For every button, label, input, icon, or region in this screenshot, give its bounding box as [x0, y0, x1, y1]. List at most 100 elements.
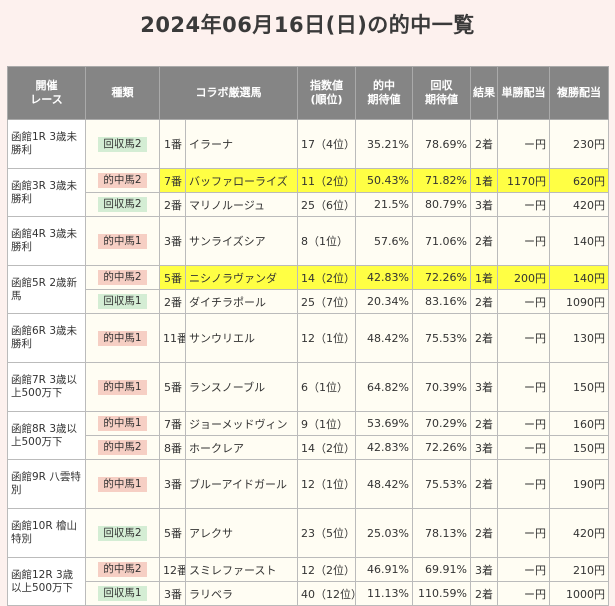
win-payout-cell: ー円 — [497, 411, 550, 436]
place-payout-cell: 620円 — [549, 168, 609, 193]
horse-name-cell[interactable]: イラーナ — [185, 119, 298, 169]
horse-number-cell: 5番 — [159, 362, 186, 412]
return-expectation-cell: 70.39% — [412, 362, 471, 412]
horse-name-cell[interactable]: スミレファースト — [185, 557, 298, 582]
table-row: 函館4R 3歳未勝利 的中馬1 3番 サンライズシア 8（1位） 57.6% 71.06% 2… — [7, 216, 609, 266]
race-name-cell[interactable]: 函館4R 3歳未勝利 — [7, 216, 86, 266]
result-cell: 2着 — [470, 411, 498, 436]
result-cell: 3着 — [470, 435, 498, 460]
horse-name-cell[interactable]: ラリベラ — [185, 581, 298, 606]
race-name-cell[interactable]: 函館1R 3歳未勝利 — [7, 119, 86, 169]
header-ret-exp: 回収 期待値 — [412, 66, 471, 120]
type-badge: 的中馬1 — [98, 476, 147, 492]
race-name-cell[interactable]: 函館9R 八雲特別 — [7, 459, 86, 509]
result-cell: 3着 — [470, 362, 498, 412]
index-cell: 14（2位） — [297, 435, 356, 460]
return-expectation-cell: 70.29% — [412, 411, 471, 436]
horse-name-cell[interactable]: サンライズシア — [185, 216, 298, 266]
type-cell: 的中馬1 — [85, 313, 160, 363]
index-cell: 25（6位） — [297, 192, 356, 217]
horse-name-cell[interactable]: ダイチラポール — [185, 289, 298, 314]
index-cell: 25（7位） — [297, 289, 356, 314]
race-name-cell[interactable]: 函館12R 3歳以上500万下 — [7, 557, 86, 606]
place-payout-cell: 210円 — [549, 557, 609, 582]
return-expectation-cell: 80.79% — [412, 192, 471, 217]
header-collab: コラボ厳選馬 — [159, 66, 298, 120]
place-payout-cell: 190円 — [549, 459, 609, 509]
table-row: 函館7R 3歳以上500万下 的中馬1 5番 ランスノーブル 6（1位） 64.82% 70… — [7, 362, 609, 412]
index-cell: 6（1位） — [297, 362, 356, 412]
type-badge: 回収馬2 — [98, 525, 147, 541]
race-name-cell[interactable]: 函館7R 3歳以上500万下 — [7, 362, 86, 412]
result-cell: 2着 — [470, 289, 498, 314]
horse-name-cell[interactable]: バッファローライズ — [185, 168, 298, 193]
horse-name-cell[interactable]: アレクサ — [185, 508, 298, 558]
return-expectation-cell: 72.26% — [412, 435, 471, 460]
horse-number-cell: 3番 — [159, 581, 186, 606]
horse-number-cell: 7番 — [159, 411, 186, 436]
race-name-cell[interactable]: 函館5R 2歳新馬 — [7, 265, 86, 314]
type-cell: 的中馬1 — [85, 459, 160, 509]
result-cell: 2着 — [470, 581, 498, 606]
header-hit-exp: 的中 期待値 — [355, 66, 413, 120]
type-badge: 的中馬2 — [98, 440, 147, 455]
hit-expectation-cell: 42.83% — [355, 265, 413, 290]
horse-name-cell[interactable]: ブルーアイドガール — [185, 459, 298, 509]
type-cell: 回収馬2 — [85, 508, 160, 558]
type-cell: 的中馬1 — [85, 411, 160, 436]
header-race: 開催 レース — [7, 66, 86, 120]
race-name-cell[interactable]: 函館3R 3歳未勝利 — [7, 168, 86, 217]
return-expectation-cell: 78.69% — [412, 119, 471, 169]
type-badge: 回収馬1 — [98, 586, 147, 601]
win-payout-cell: ー円 — [497, 362, 550, 412]
place-payout-cell: 150円 — [549, 362, 609, 412]
return-expectation-cell: 72.26% — [412, 265, 471, 290]
index-cell: 9（1位） — [297, 411, 356, 436]
hit-expectation-cell: 48.42% — [355, 459, 413, 509]
index-cell: 11（2位） — [297, 168, 356, 193]
race-name-cell[interactable]: 函館8R 3歳以上500万下 — [7, 411, 86, 460]
header-place: 複勝配当 — [549, 66, 609, 120]
index-cell: 12（1位） — [297, 459, 356, 509]
index-cell: 17（4位） — [297, 119, 356, 169]
type-cell: 回収馬2 — [85, 192, 160, 217]
index-cell: 12（1位） — [297, 313, 356, 363]
header-win: 単勝配当 — [497, 66, 550, 120]
type-badge: 回収馬2 — [98, 136, 147, 152]
horse-name-cell[interactable]: サンウリエル — [185, 313, 298, 363]
table-row: 回収馬2 2番 マリノルージュ 25（6位） 21.5% 80.79% 3着 ー円 420円 — [8, 192, 609, 217]
horse-name-cell[interactable]: ジョーメッドヴィン — [185, 411, 298, 436]
return-expectation-cell: 75.53% — [412, 313, 471, 363]
type-badge: 的中馬1 — [98, 233, 147, 249]
horse-name-cell[interactable]: ニシノラヴァンダ — [185, 265, 298, 290]
result-cell: 2着 — [470, 313, 498, 363]
horse-number-cell: 2番 — [159, 289, 186, 314]
horse-name-cell[interactable]: ランスノーブル — [185, 362, 298, 412]
horse-name-cell[interactable]: マリノルージュ — [185, 192, 298, 217]
hit-expectation-cell: 48.42% — [355, 313, 413, 363]
type-cell: 回収馬1 — [85, 289, 160, 314]
horse-number-cell: 1番 — [159, 119, 186, 169]
return-expectation-cell: 69.91% — [412, 557, 471, 582]
table-row: 回収馬1 2番 ダイチラポール 25（7位） 20.34% 83.16% 2着 ー円 1090円 — [8, 289, 609, 314]
result-cell: 3着 — [470, 192, 498, 217]
hit-expectation-cell: 20.34% — [355, 289, 413, 314]
result-cell: 2着 — [470, 508, 498, 558]
horse-number-cell: 3番 — [159, 459, 186, 509]
table-row: 的中馬2 8番 ホークレア 14（2位） 42.83% 72.26% 3着 ー円 150円 — [8, 435, 609, 460]
horse-name-cell[interactable]: ホークレア — [185, 435, 298, 460]
type-badge: 回収馬1 — [98, 294, 147, 309]
hit-expectation-cell: 64.82% — [355, 362, 413, 412]
type-badge: 回収馬2 — [98, 197, 147, 212]
header-type: 種類 — [85, 66, 160, 120]
table-row: 函館1R 3歳未勝利 回収馬2 1番 イラーナ 17（4位） 35.21% 78.69% 2着… — [7, 119, 609, 169]
win-payout-cell: ー円 — [497, 459, 550, 509]
hit-expectation-cell: 50.43% — [355, 168, 413, 193]
place-payout-cell: 230円 — [549, 119, 609, 169]
table-row: 函館9R 八雲特別 的中馬1 3番 ブルーアイドガール 12（1位） 48.42% 75.5… — [7, 459, 609, 509]
hit-expectation-cell: 35.21% — [355, 119, 413, 169]
win-payout-cell: ー円 — [497, 313, 550, 363]
race-name-cell[interactable]: 函館6R 3歳未勝利 — [7, 313, 86, 363]
place-payout-cell: 420円 — [549, 192, 609, 217]
race-name-cell[interactable]: 函館10R 檜山特別 — [7, 508, 86, 558]
